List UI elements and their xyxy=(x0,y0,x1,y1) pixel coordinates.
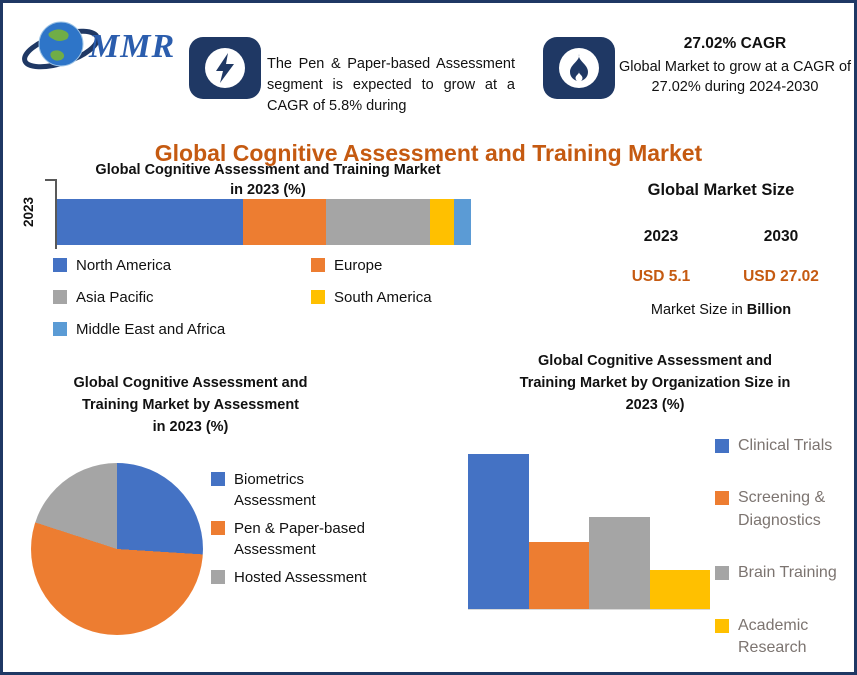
legend-swatch xyxy=(211,570,225,584)
legend-item-pen-paper-based-assessment: Pen & Paper-based Assessment xyxy=(211,518,381,560)
legend-label: Europe xyxy=(334,257,383,274)
value-2030: USD 27.02 xyxy=(743,268,819,285)
legend-swatch xyxy=(715,566,729,581)
regions-legend: North America Europe Asia Pacific South Ame… xyxy=(53,255,498,340)
legend-swatch xyxy=(211,521,225,535)
legend-label: South America xyxy=(334,289,432,306)
badge-assessment xyxy=(189,37,261,99)
lightning-icon xyxy=(205,48,245,88)
assessment-pie-chart xyxy=(31,463,203,635)
market-size-caption: Market Size in Billion xyxy=(601,302,841,318)
stacked-chart-title: Global Cognitive Assessment and Training… xyxy=(95,162,441,198)
legend-swatch xyxy=(53,322,67,336)
stacked-bar-chart xyxy=(57,199,471,245)
legend-item-screening-diagnostics: Screening & Diagnostics xyxy=(715,487,847,532)
bar-clinical-trials xyxy=(468,454,529,609)
caption-prefix: Market Size in xyxy=(650,302,747,318)
legend-label: Middle East and Africa xyxy=(76,321,226,338)
stacked-segment-south-america xyxy=(429,199,455,245)
bar-screening-diagnostics xyxy=(528,542,589,609)
legend-item-biometrics-assessment: Biometrics Assessment xyxy=(211,469,381,511)
legend-item-asia-pacific: Asia Pacific xyxy=(53,287,311,308)
legend-label: North America xyxy=(76,257,172,274)
globe-icon xyxy=(22,21,100,70)
organization-bar-chart xyxy=(468,451,710,610)
stacked-segment-north-america xyxy=(57,199,244,245)
legend-item-europe: Europe xyxy=(311,255,498,276)
legend-label: Hosted Assessment xyxy=(234,569,367,586)
stacked-segment-europe xyxy=(243,199,327,245)
cagr-body: Global Market to grow at a CAGR of 27.02… xyxy=(618,58,852,95)
market-size-title: Global Market Size xyxy=(647,181,795,199)
organization-legend: Clinical Trials Screening & Diagnostics Br… xyxy=(715,435,847,659)
legend-swatch xyxy=(53,290,67,304)
pie-chart-title: Global Cognitive Assessment and Training… xyxy=(73,375,308,435)
legend-swatch xyxy=(715,618,729,633)
value-2023: USD 5.1 xyxy=(631,268,691,285)
bar-academic-research xyxy=(649,570,710,609)
legend-label: Academic Research xyxy=(738,616,809,656)
y-axis-label: 2023 xyxy=(21,196,36,227)
legend-item-south-america: South America xyxy=(311,287,498,308)
cagr-title: 27.02% CAGR xyxy=(683,35,787,52)
bar-chart-title: Global Cognitive Assessment and Training… xyxy=(519,353,791,413)
stacked-segment-middle-east-and-africa xyxy=(454,199,471,245)
legend-label: Clinical Trials xyxy=(738,437,833,454)
caption-unit: Billion xyxy=(746,302,792,318)
legend-item-clinical-trials: Clinical Trials xyxy=(715,435,847,457)
legend-swatch xyxy=(715,491,729,506)
legend-item-middle-east-and-africa: Middle East and Africa xyxy=(53,319,311,340)
badge-cagr-text: 27.02% CAGR Global Market to grow at a C… xyxy=(617,33,853,97)
legend-label: Pen & Paper-based Assessment xyxy=(234,520,365,558)
flame-icon xyxy=(559,48,599,88)
legend-label: Biometrics Assessment xyxy=(234,471,316,509)
mmr-logo: MMR xyxy=(19,11,175,83)
badge-cagr xyxy=(543,37,615,99)
axis-tick xyxy=(45,179,55,181)
y-axis-line xyxy=(55,179,57,249)
legend-swatch xyxy=(311,290,325,304)
year-2023: 2023 xyxy=(643,228,679,245)
stacked-segment-asia-pacific xyxy=(326,199,430,245)
year-2030: 2030 xyxy=(763,228,799,245)
legend-item-north-america: North America xyxy=(53,255,311,276)
legend-label: Brain Training xyxy=(738,564,837,582)
legend-item-brain-training: Brain Training xyxy=(715,562,847,584)
legend-label: Asia Pacific xyxy=(76,289,154,306)
market-size-panel: Global Market Size 2023 2030 USD 5.1 USD… xyxy=(601,181,841,318)
assessment-legend: Biometrics Assessment Pen & Paper-based A… xyxy=(211,469,381,588)
legend-label: Screening & Diagnostics xyxy=(738,489,826,529)
legend-item-academic-research: Academic Research xyxy=(715,615,847,660)
legend-swatch xyxy=(311,258,325,272)
page-title: Global Cognitive Assessment and Training… xyxy=(154,140,703,167)
legend-swatch xyxy=(53,258,67,272)
badge-assessment-text: The Pen & Paper-based Assessment segment… xyxy=(267,55,515,114)
logo-text: MMR xyxy=(89,28,176,65)
bar-brain-training xyxy=(589,517,650,609)
legend-swatch xyxy=(715,439,729,453)
legend-swatch xyxy=(211,472,225,486)
legend-item-hosted-assessment: Hosted Assessment xyxy=(211,567,381,588)
